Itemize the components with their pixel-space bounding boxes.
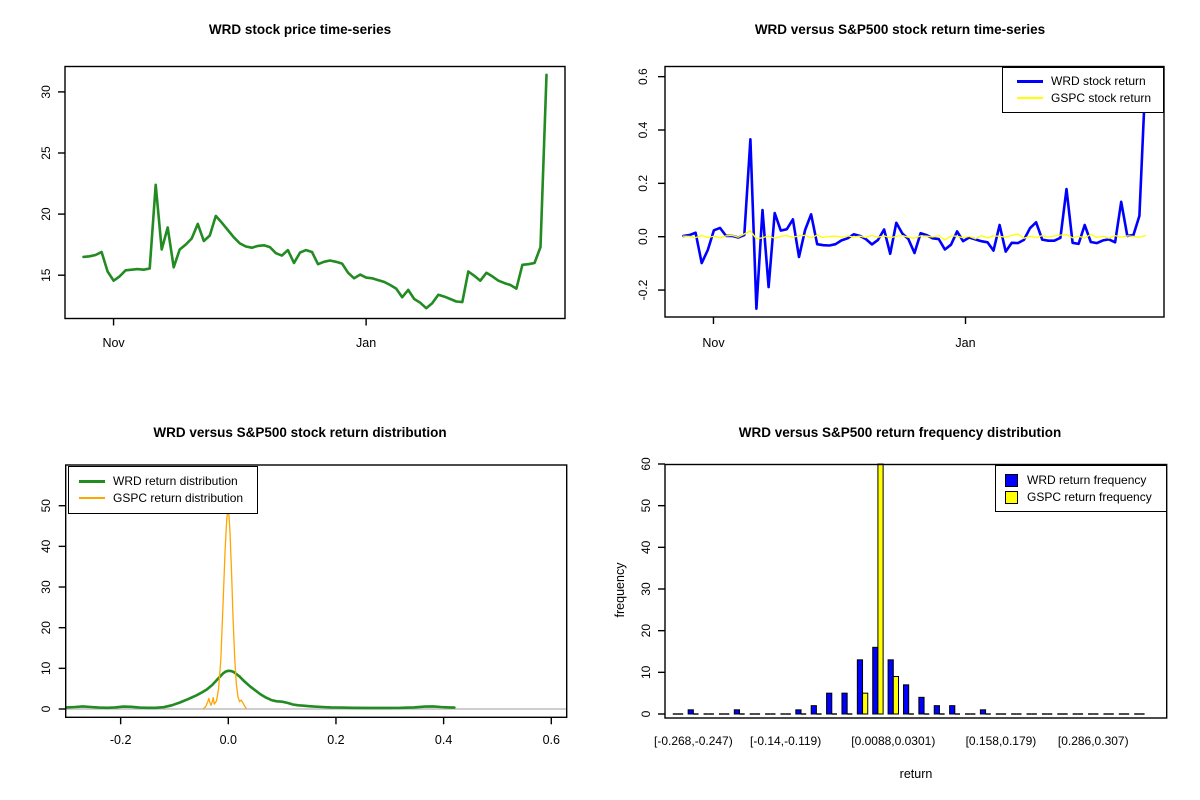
y-tick-label: 0.6 bbox=[636, 68, 650, 85]
histogram-legend-label-wrd: WRD return frequency bbox=[1027, 473, 1147, 487]
histogram-legend: WRD return frequency GSPC return frequen… bbox=[995, 465, 1167, 512]
data-series-line bbox=[65, 669, 456, 710]
gspc-density-line-swatch bbox=[79, 497, 105, 499]
wrd-frequency-bar bbox=[795, 709, 802, 715]
plot-box bbox=[64, 65, 566, 320]
data-series-line bbox=[82, 73, 548, 310]
data-series-line bbox=[682, 76, 1147, 311]
y-tick-label: 20 bbox=[39, 621, 53, 635]
returns-legend-item-wrd: WRD stock return bbox=[1017, 72, 1146, 90]
wrd-frequency-bar bbox=[810, 705, 817, 715]
y-tick-label: 30 bbox=[639, 582, 653, 596]
density-chart-plot: 0 10 20 30 40 50 -0.2 0.0 0.2 0.4 0.6 bbox=[39, 464, 568, 747]
y-tick-label: 0 bbox=[39, 705, 53, 712]
x-tick-label: Jan bbox=[955, 336, 975, 350]
price-chart-title: WRD stock price time-series bbox=[208, 22, 392, 37]
bin-label: [-0.14,-0.119) bbox=[750, 734, 821, 748]
gspc-frequency-swatch bbox=[1005, 490, 1018, 504]
density-chart-title: WRD versus S&P500 stock return distribut… bbox=[153, 425, 447, 440]
gspc-frequency-bar bbox=[862, 692, 869, 715]
y-tick-label: 15 bbox=[39, 268, 53, 282]
y-tick-label: 30 bbox=[39, 580, 53, 594]
gspc-frequency-bar bbox=[877, 463, 884, 715]
wrd-frequency-bar bbox=[902, 684, 910, 715]
wrd-density-line-swatch bbox=[79, 479, 105, 483]
bin-label: [-0.268,-0.247) bbox=[654, 734, 733, 748]
returns-legend: WRD stock return GSPC stock return bbox=[1002, 67, 1164, 113]
density-legend-item-gspc: GSPC return distribution bbox=[79, 489, 243, 507]
density-legend-label-wrd: WRD return distribution bbox=[113, 474, 238, 488]
wrd-frequency-bar bbox=[841, 692, 848, 715]
density-legend-item-wrd: WRD return distribution bbox=[79, 472, 238, 490]
y-tick-label: 60 bbox=[639, 457, 653, 471]
histogram-legend-item-gspc: GSPC return frequency bbox=[1005, 488, 1152, 506]
wrd-frequency-swatch bbox=[1005, 473, 1018, 487]
histogram-chart-title: WRD versus S&P500 return frequency distr… bbox=[738, 425, 1062, 440]
wrd-frequency-bar bbox=[826, 692, 833, 715]
returns-legend-label-gspc: GSPC stock return bbox=[1051, 91, 1152, 105]
returns-chart-title: WRD versus S&P500 stock return time-seri… bbox=[754, 22, 1046, 37]
gspc-frequency-bar bbox=[892, 675, 899, 715]
y-tick-label: 40 bbox=[39, 539, 53, 553]
wrd-frequency-bar bbox=[949, 705, 956, 715]
y-tick-label: -0.2 bbox=[636, 279, 650, 300]
histogram-legend-item-wrd: WRD return frequency bbox=[1005, 471, 1146, 489]
wrd-return-line-swatch bbox=[1017, 79, 1043, 83]
y-tick-label: 25 bbox=[39, 146, 53, 160]
y-tick-label: 30 bbox=[39, 85, 53, 99]
x-tick-label: -0.2 bbox=[110, 733, 132, 747]
price-chart-plot: 15 20 25 30 Nov Jan bbox=[39, 65, 566, 350]
x-tick-label: 0.4 bbox=[435, 733, 452, 747]
returns-legend-item-gspc: GSPC stock return bbox=[1017, 89, 1151, 107]
x-tick-label: Nov bbox=[102, 336, 125, 350]
data-series-line bbox=[202, 509, 247, 710]
wrd-frequency-bar bbox=[856, 659, 864, 715]
y-tick-label: 0 bbox=[639, 710, 653, 717]
plot-box bbox=[664, 463, 1168, 719]
y-tick-label: 0.0 bbox=[636, 228, 650, 245]
data-series-line bbox=[682, 230, 1147, 241]
x-tick-label: 0.6 bbox=[543, 733, 560, 747]
x-tick-label: 0.2 bbox=[327, 733, 344, 747]
plot-box bbox=[664, 65, 1165, 318]
y-tick-label: 0.4 bbox=[636, 121, 650, 138]
x-axis-title: return bbox=[900, 767, 933, 781]
wrd-frequency-bar bbox=[872, 646, 879, 715]
x-tick-label: Nov bbox=[702, 336, 725, 350]
y-tick-label: 10 bbox=[639, 665, 653, 679]
density-legend: WRD return distribution GSPC return dist… bbox=[68, 466, 258, 514]
bin-label: [0.0088,0.0301) bbox=[851, 734, 935, 748]
returns-chart-plot: -0.2 0.0 0.2 0.4 0.6 Nov Jan bbox=[636, 65, 1165, 350]
wrd-frequency-bar bbox=[933, 705, 940, 715]
plot-box bbox=[64, 464, 568, 719]
y-tick-label: 20 bbox=[639, 624, 653, 638]
y-tick-label: 40 bbox=[639, 540, 653, 554]
y-tick-label: 0.2 bbox=[636, 175, 650, 192]
wrd-frequency-bar bbox=[887, 659, 894, 715]
histogram-legend-label-gspc: GSPC return frequency bbox=[1027, 490, 1152, 504]
wrd-frequency-bar bbox=[687, 709, 694, 715]
histogram-chart-plot: 0 10 20 30 40 50 60 [-0.268,-0.247) [-0.14,-0.11… bbox=[613, 457, 1168, 781]
y-tick-label: 50 bbox=[639, 499, 653, 513]
density-legend-label-gspc: GSPC return distribution bbox=[113, 491, 244, 505]
wrd-frequency-bar bbox=[918, 696, 925, 715]
gspc-return-line-swatch bbox=[1017, 97, 1043, 99]
bin-label: [0.286,0.307) bbox=[1058, 734, 1129, 748]
x-tick-label: Jan bbox=[356, 336, 376, 350]
wrd-frequency-bar bbox=[733, 709, 741, 715]
y-axis-title: frequency bbox=[613, 562, 627, 618]
x-tick-label: 0.0 bbox=[220, 733, 237, 747]
wrd-frequency-bar bbox=[979, 709, 987, 715]
y-tick-label: 20 bbox=[39, 207, 53, 221]
bin-label: [0.158,0.179) bbox=[966, 734, 1037, 748]
y-tick-label: 50 bbox=[39, 499, 53, 513]
y-tick-label: 10 bbox=[39, 661, 53, 675]
returns-legend-label-wrd: WRD stock return bbox=[1051, 74, 1146, 88]
